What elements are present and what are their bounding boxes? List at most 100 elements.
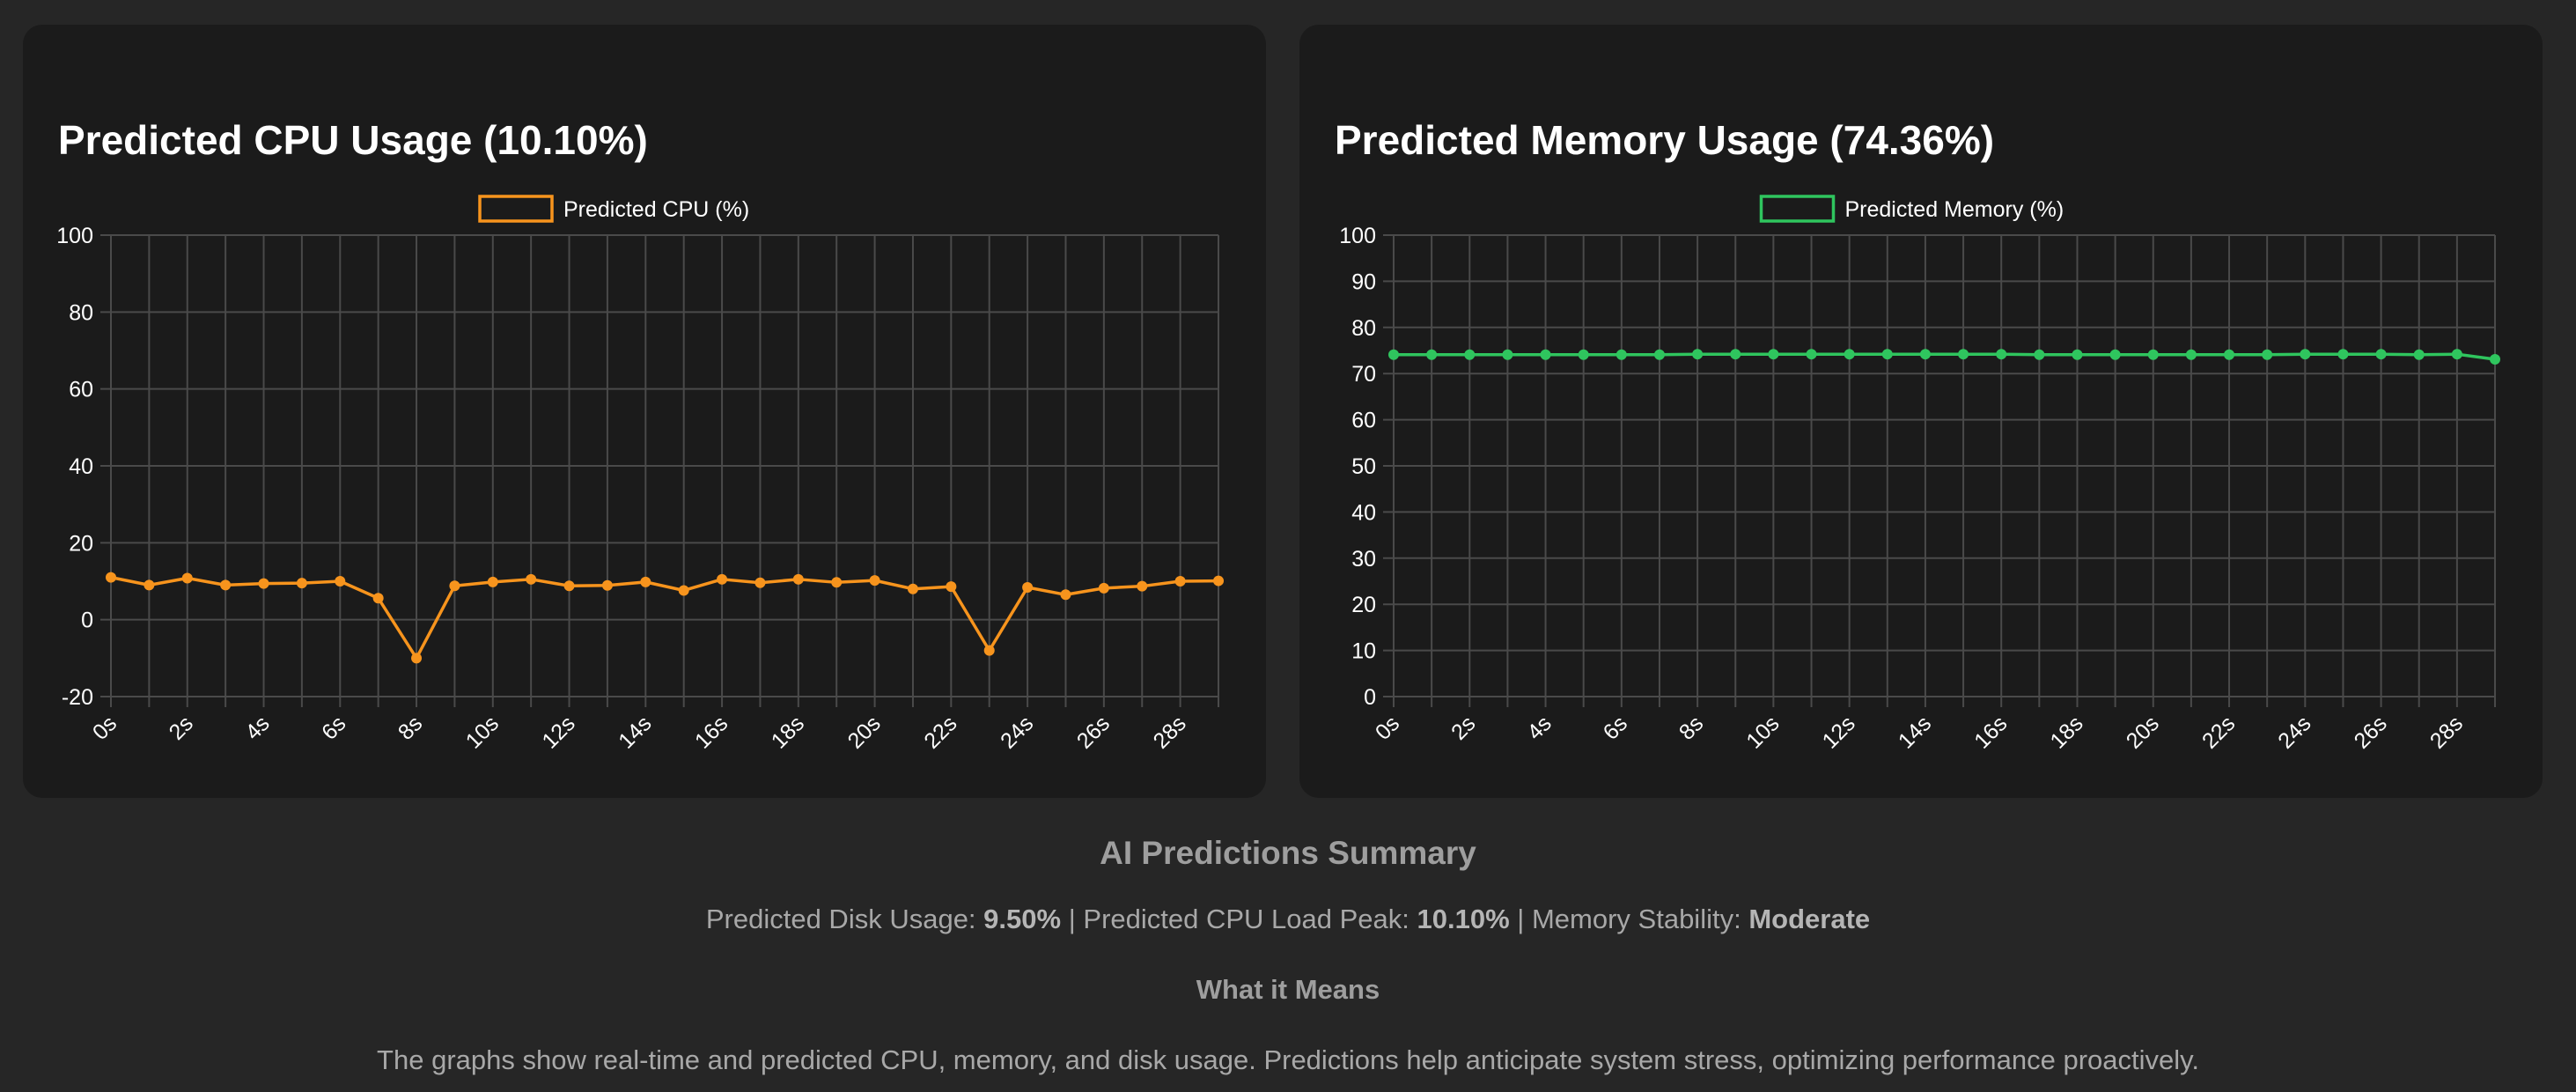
data-point — [2109, 349, 2121, 360]
data-point — [1768, 349, 1779, 360]
data-point — [2072, 349, 2083, 360]
y-tick-label: 70 — [1351, 362, 1376, 387]
data-point — [907, 583, 918, 594]
data-point — [678, 585, 689, 596]
x-tick-label: 24s — [2273, 711, 2315, 753]
data-point — [1426, 349, 1438, 360]
charts-row: Predicted CPU Usage (10.10%) -20 0 20 40 60 8… — [23, 25, 2543, 798]
memory-chart: 0 10 20 30 40 50 60 70 80 90 100 0s 2s 4s 6s 8s 10s 12s 14… — [1339, 195, 2500, 754]
data-point — [335, 576, 346, 587]
x-tick-label: 6s — [1599, 711, 1632, 744]
x-tick-label: 20s — [843, 711, 886, 753]
what-it-means-title: What it Means — [1196, 974, 1380, 1005]
y-tick-label: 0 — [1364, 685, 1376, 710]
cpu-peak-label: Predicted CPU Load Peak: — [1083, 904, 1409, 934]
data-point — [869, 575, 880, 587]
data-point — [1616, 349, 1627, 360]
legend: Predicted Memory (%) — [1759, 195, 2064, 223]
what-it-means-text: The graphs show real-time and predicted … — [377, 1044, 2199, 1075]
data-point — [2147, 349, 2159, 360]
series-line — [1394, 352, 2496, 361]
data-point — [563, 580, 575, 592]
y-tick-label: 80 — [69, 300, 93, 325]
separator: | — [1068, 904, 1076, 934]
data-point — [258, 578, 269, 589]
data-point — [1578, 349, 1589, 360]
x-tick-label: 24s — [996, 711, 1038, 753]
data-point — [2337, 349, 2349, 360]
data-point — [1098, 582, 1109, 594]
x-tick-label: 8s — [1674, 711, 1708, 744]
data-point — [946, 581, 957, 593]
data-point — [1919, 349, 1931, 360]
x-tick-label: 28s — [2425, 711, 2468, 753]
data-point — [754, 577, 766, 588]
data-point — [449, 580, 460, 592]
data-point — [220, 579, 232, 591]
x-tick-label: 12s — [537, 711, 579, 753]
memory-chart-card: Predicted Memory Usage (74.36%) 0 10 20 30 4… — [1299, 25, 2543, 798]
x-tick-label: 22s — [2197, 711, 2240, 753]
x-tick-label: 28s — [1149, 711, 1191, 753]
legend: Predicted CPU (%) — [478, 195, 749, 223]
cpu-chart-title: Predicted CPU Usage (10.10%) — [58, 117, 648, 163]
y-tick-label: -20 — [62, 685, 93, 710]
data-point — [2300, 349, 2311, 360]
data-point — [487, 576, 498, 587]
y-tick-label: 100 — [56, 224, 93, 248]
cpu-chart: -20 0 20 40 60 80 100 0s 2s 4s 6s 8s 10s 12s 14s 16s 18s… — [56, 195, 1224, 754]
y-tick-label: 10 — [1351, 639, 1376, 664]
series-line — [110, 575, 1219, 660]
data-point — [2451, 349, 2462, 360]
y-tick-label: 50 — [1351, 454, 1376, 479]
summary-title: AI Predictions Summary — [1100, 835, 1476, 871]
y-tick-label: 40 — [69, 454, 93, 479]
data-point — [983, 645, 995, 656]
data-point — [2375, 349, 2387, 360]
data-point — [2262, 349, 2273, 360]
y-tick-label: 60 — [69, 378, 93, 402]
data-point — [1502, 349, 1513, 360]
data-point — [2224, 349, 2235, 360]
y-tick-label: 100 — [1339, 224, 1376, 248]
x-tick-label: 6s — [317, 711, 350, 744]
cpu-peak-value: 10.10% — [1417, 904, 1510, 934]
memory-stability-value: Moderate — [1748, 904, 1871, 934]
grid — [1383, 234, 2496, 707]
data-point — [1540, 349, 1551, 360]
data-point — [1060, 589, 1071, 601]
y-tick-label: 20 — [69, 531, 93, 556]
disk-usage-value: 9.50% — [983, 904, 1062, 934]
y-tick-label: 30 — [1351, 547, 1376, 572]
data-point — [1806, 349, 1817, 360]
x-tick-label: 12s — [1818, 711, 1860, 753]
disk-usage-label: Predicted Disk Usage: — [705, 904, 976, 934]
data-point — [144, 579, 155, 591]
grid — [100, 234, 1219, 707]
data-point — [601, 579, 613, 591]
x-tick-label: 4s — [1522, 711, 1556, 744]
data-point — [640, 576, 651, 587]
data-point — [1464, 349, 1476, 360]
y-tick-label: 80 — [1351, 316, 1376, 341]
data-point — [106, 572, 116, 583]
x-tick-label: 14s — [1894, 711, 1936, 753]
data-point — [526, 573, 537, 585]
data-point — [411, 653, 423, 664]
data-point — [1881, 349, 1893, 360]
data-point — [717, 573, 728, 585]
data-point — [831, 577, 843, 588]
memory-stability-label: Memory Stability: — [1531, 904, 1741, 934]
data-point — [1692, 349, 1704, 360]
data-point — [2185, 349, 2197, 360]
y-tick-label: 90 — [1351, 269, 1376, 294]
cpu-chart-card: Predicted CPU Usage (10.10%) -20 0 20 40 60 8… — [23, 25, 1266, 798]
x-tick-label: 18s — [2045, 711, 2087, 753]
data-point — [2413, 349, 2425, 360]
x-tick-label: 0s — [1371, 711, 1404, 744]
x-tick-label: 20s — [2122, 711, 2164, 753]
data-point — [1730, 349, 1741, 360]
memory-chart-title: Predicted Memory Usage (74.36%) — [1335, 117, 1995, 163]
data-point — [1388, 349, 1399, 360]
x-tick-label: 16s — [1969, 711, 2012, 753]
